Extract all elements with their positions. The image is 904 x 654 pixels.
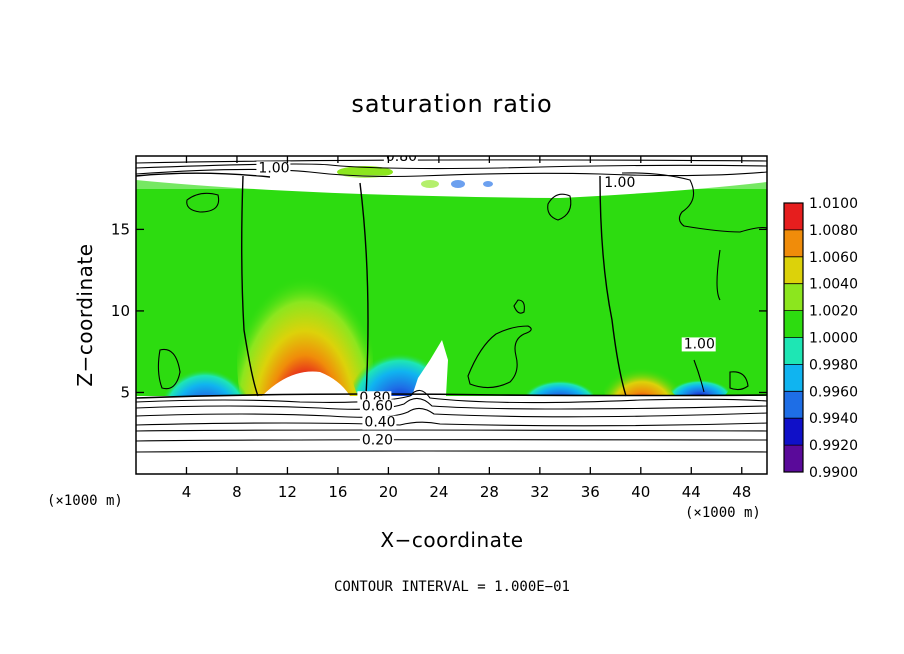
contour-label: 0.60 (362, 398, 393, 414)
colorbar-bin (784, 283, 803, 311)
colorbar-label: 1.0040 (809, 277, 858, 293)
x-tick-label: 20 (379, 483, 398, 501)
x-tick-label: 8 (232, 483, 242, 501)
colorbar-label: 0.9900 (809, 465, 858, 481)
colorbar-bin (784, 364, 803, 392)
colorbar-bin (784, 337, 803, 365)
core-white-pocket (262, 371, 350, 396)
colorbar-label: 1.0100 (809, 196, 858, 212)
colorbar-bin (784, 391, 803, 419)
upper-patch (483, 181, 493, 187)
x-tick-label: 48 (732, 483, 751, 501)
contour-label: 1.00 (684, 336, 715, 352)
x-tick-label: 44 (682, 483, 701, 501)
colorbar-bin (784, 445, 803, 472)
colorbar-bin (784, 418, 803, 446)
colorbar-label: 1.0060 (809, 250, 858, 266)
colorbar: 0.9900 0.9920 0.9940 0.9960 0.9980 1.0000 1.00… (783, 196, 858, 481)
contour-label: 1.00 (604, 175, 635, 191)
contour-label: 1.00 (258, 160, 289, 176)
x-axis-ticks: 4 8 12 16 20 24 28 32 36 40 44 48 (182, 156, 751, 501)
contour-label: 0.40 (364, 415, 395, 431)
colorbar-bin (784, 203, 803, 230)
contour-label: 0.20 (362, 433, 393, 449)
y-axis-ticks: 5 10 15 (111, 220, 767, 401)
contour-interval-note: CONTOUR INTERVAL = 1.000E−01 (334, 579, 570, 595)
contour-label-background (681, 337, 716, 352)
x-axis-label: X−coordinate (380, 528, 523, 552)
colorbar-label: 1.0000 (809, 331, 858, 347)
contour-label-background (256, 161, 291, 176)
x-tick-label: 32 (530, 483, 549, 501)
contour-label: 0.80 (386, 149, 417, 165)
y-tick-label: 5 (120, 383, 130, 401)
colorbar-bin (784, 256, 803, 284)
x-tick-label: 4 (182, 483, 192, 501)
colorbar-label: 0.9960 (809, 384, 858, 400)
colorbar-bin (784, 229, 803, 257)
x-tick-label: 16 (328, 483, 347, 501)
x-tick-label: 24 (429, 483, 448, 501)
colorbar-bin (784, 310, 803, 338)
contour-label-background (383, 156, 418, 164)
colorbar-label: 0.9920 (809, 438, 858, 454)
colorbar-label: 1.0080 (809, 223, 858, 239)
contour-label-background (359, 433, 394, 448)
x-unit-left: (×1000 m) (47, 493, 123, 509)
chart-title: saturation ratio (351, 90, 552, 118)
contour-label-background (602, 175, 637, 190)
y-axis-label: Z−coordinate (73, 243, 97, 386)
subsaturated-region (670, 370, 730, 402)
x-unit-right: (×1000 m) (685, 505, 761, 521)
contour-labels: 0.801.001.001.000.800.600.400.20 (256, 149, 716, 449)
colorbar-label: 1.0020 (809, 304, 858, 320)
upper-patch (421, 180, 439, 188)
x-tick-label: 36 (581, 483, 600, 501)
plot-area: 0.801.001.001.000.800.600.400.20 (136, 149, 767, 474)
y-tick-label: 15 (111, 220, 130, 238)
dry-pocket (412, 340, 448, 396)
x-tick-label: 28 (480, 483, 499, 501)
upper-patch (451, 180, 465, 188)
x-tick-label: 12 (278, 483, 297, 501)
contour-lines (136, 159, 767, 453)
x-tick-label: 40 (631, 483, 650, 501)
contour-label-background (362, 415, 397, 430)
contour-label-background (359, 399, 394, 414)
colorbar-label: 0.9940 (809, 411, 858, 427)
colorbar-label: 0.9980 (809, 357, 858, 373)
plot-frame (135, 155, 768, 475)
lower-white-band (136, 396, 767, 474)
y-tick-label: 10 (111, 302, 130, 320)
upper-haze (136, 175, 767, 189)
